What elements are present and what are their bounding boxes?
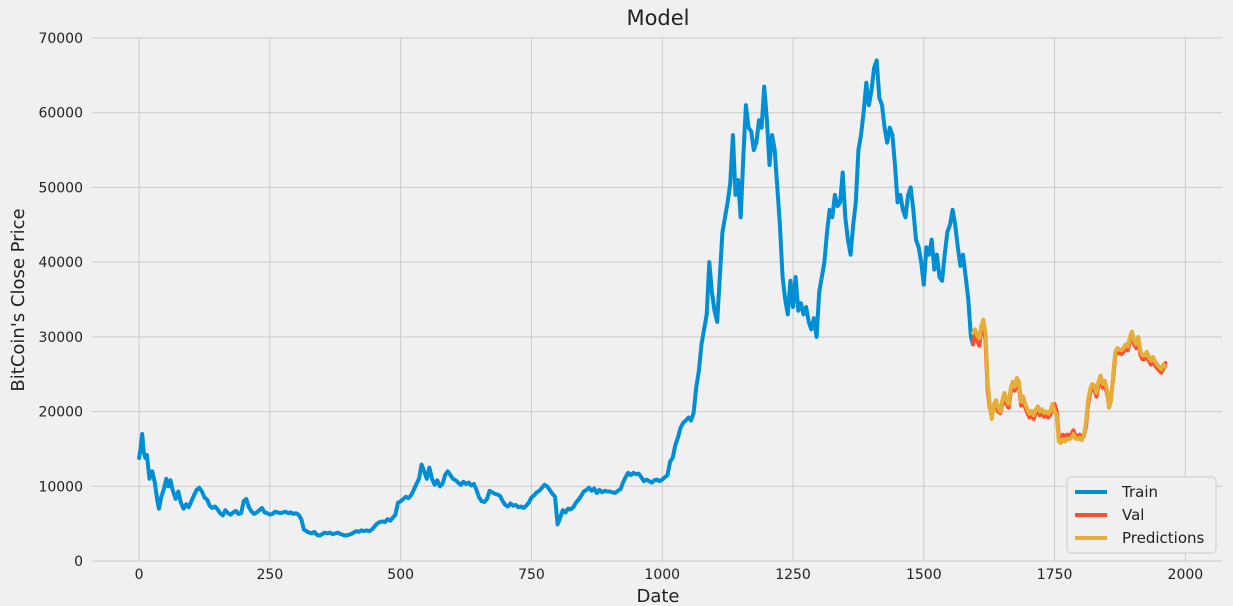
legend-box [1066, 476, 1217, 554]
legend-label: Val [1122, 506, 1144, 524]
x-tick-label: 1250 [775, 567, 811, 583]
x-tick-label: 1000 [644, 567, 680, 583]
legend-label: Train [1121, 483, 1158, 501]
y-tick-label: 20000 [38, 405, 83, 421]
y-tick-labels: 0 10000 20000 30000 40000 50000 60000 70000 [38, 31, 83, 570]
x-tick-label: 250 [257, 567, 284, 583]
grid [92, 37, 1222, 562]
y-axis-label: BitCoin's Close Price [8, 208, 29, 391]
y-tick-label: 60000 [38, 106, 83, 122]
y-tick-label: 0 [74, 554, 83, 570]
x-tick-label: 750 [518, 567, 545, 583]
x-tick-label: 1500 [906, 567, 942, 583]
series-line-predictions [971, 317, 1168, 445]
y-tick-label: 40000 [38, 255, 83, 271]
x-axis-label: Date [636, 586, 679, 606]
x-tick-labels: 0 250 500 750 1000 1250 1500 1750 2000 [135, 567, 1204, 583]
x-tick-label: 0 [135, 567, 144, 583]
y-tick-label: 50000 [38, 180, 83, 196]
y-tick-label: 30000 [38, 330, 83, 346]
legend: Train Val Predictions [1066, 476, 1217, 554]
chart-title: Model [626, 6, 689, 30]
x-tick-label: 1750 [1037, 567, 1073, 583]
series-line-train [137, 58, 975, 538]
series-layer [137, 58, 1168, 538]
legend-label: Predictions [1122, 529, 1205, 547]
x-tick-label: 500 [387, 567, 414, 583]
x-tick-label: 2000 [1168, 567, 1204, 583]
y-tick-label: 10000 [38, 479, 83, 495]
y-tick-label: 70000 [38, 31, 83, 47]
